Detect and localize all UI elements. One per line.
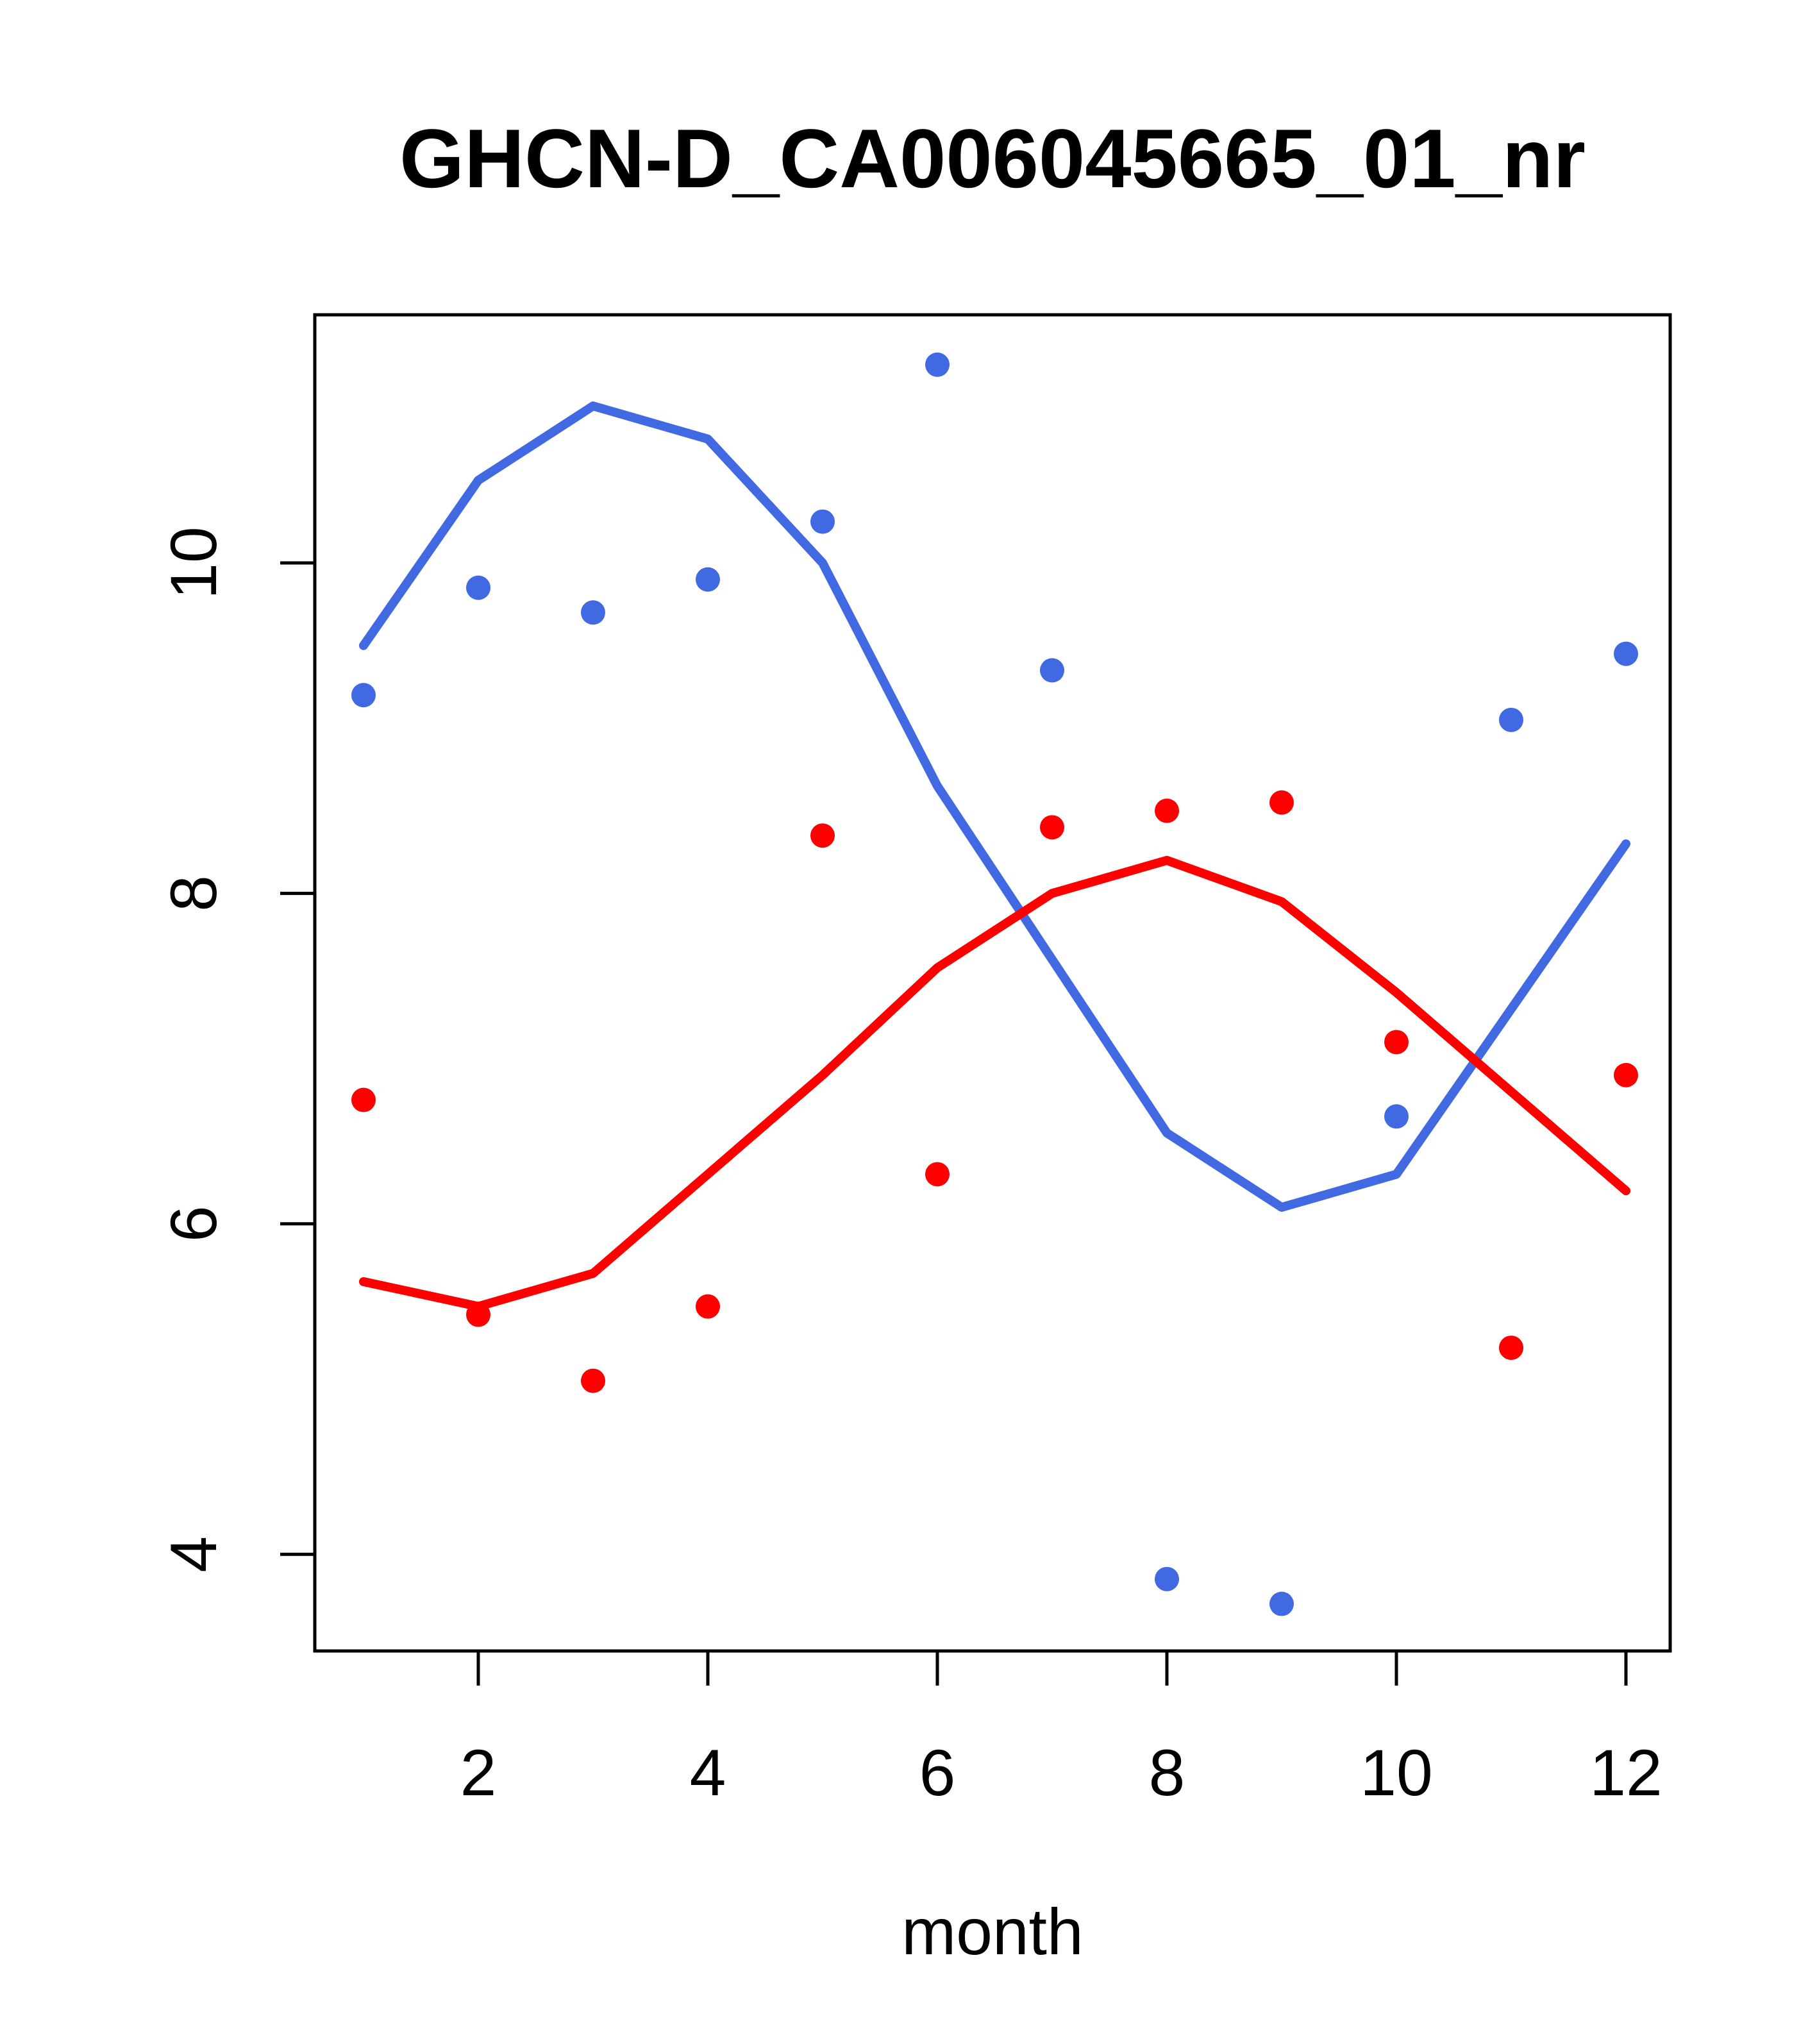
data-point-series-blue-m11 [1499, 707, 1523, 732]
data-point-series-red-m8 [1155, 798, 1179, 823]
trend-line-series-blue [359, 401, 1630, 1212]
data-point-series-red-m12 [1614, 1062, 1638, 1087]
x-tick-label-10: 10 [1360, 1736, 1432, 1809]
x-tick-label-4: 4 [690, 1736, 726, 1809]
y-tick-label-10: 10 [157, 526, 230, 599]
data-point-series-red-m7 [1040, 815, 1064, 840]
data-point-series-blue-m10 [1384, 1104, 1409, 1129]
data-point-series-blue-m5 [810, 509, 835, 534]
data-point-series-red-m5 [810, 823, 835, 848]
data-point-series-blue-m7 [1040, 658, 1064, 683]
trend-line-series-red [359, 855, 1630, 1311]
data-point-series-red-m3 [581, 1368, 605, 1393]
data-point-series-red-m11 [1499, 1336, 1523, 1361]
data-point-series-blue-m9 [1269, 1591, 1294, 1616]
data-point-series-red-m6 [925, 1162, 950, 1187]
data-point-series-red-m10 [1384, 1030, 1409, 1055]
data-point-series-red-m4 [696, 1294, 720, 1319]
data-point-series-blue-m2 [466, 575, 490, 600]
data-point-series-blue-m3 [581, 600, 605, 625]
y-tick-label-8: 8 [157, 875, 230, 912]
data-point-series-blue-m8 [1155, 1566, 1179, 1591]
x-tick-label-12: 12 [1589, 1736, 1662, 1809]
chart-title: GHCN-D_CA006045665_01_nr [399, 112, 1586, 205]
data-point-series-red-m2 [466, 1302, 490, 1327]
axes: 4 6 8 10 2 4 6 8 10 12 [157, 313, 1672, 1809]
y-tick-label-6: 6 [157, 1205, 230, 1242]
data-point-series-blue-m1 [351, 683, 376, 708]
data-point-series-blue-m12 [1614, 641, 1638, 666]
plot-border [313, 313, 1672, 1653]
y-tick-label-4: 4 [157, 1536, 230, 1573]
data-point-series-red-m1 [351, 1087, 376, 1112]
x-tick-label-8: 8 [1149, 1736, 1185, 1809]
x-tick-label-6: 6 [919, 1736, 956, 1809]
data-point-series-blue-m6 [925, 352, 950, 377]
x-tick-label-2: 2 [460, 1736, 497, 1809]
x-axis-label: month [901, 1895, 1084, 1968]
data-point-series-red-m9 [1269, 790, 1294, 815]
data-point-series-blue-m4 [696, 567, 720, 592]
series-layer [351, 352, 1638, 1616]
